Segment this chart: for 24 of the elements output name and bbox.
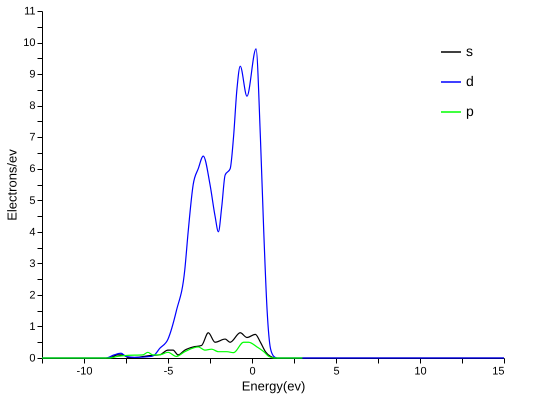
line-series (41, 342, 303, 359)
x-tick-label: -10 (76, 366, 92, 378)
y-tick-label: 7 (29, 132, 36, 144)
y-tick-label: 9 (29, 68, 36, 81)
y-tick-label: 3 (29, 258, 36, 270)
y-tick-label: 8 (29, 100, 36, 112)
y-tick-label: 11 (24, 6, 36, 18)
x-tick-label: 0 (249, 366, 256, 378)
x-tick-label: 5 (333, 366, 340, 378)
y-tick-label: 6 (29, 163, 36, 176)
y-tick-label: 0 (29, 352, 36, 364)
x-tick-label: 10 (414, 366, 427, 378)
x-tick-label: 15 (492, 366, 504, 378)
y-tick-label: 5 (29, 194, 36, 207)
x-tick-label: -5 (164, 366, 174, 378)
y-tick-label: 1 (29, 320, 36, 333)
legend-label: p (466, 103, 474, 119)
x-axis-title: Energy(ev) (242, 378, 306, 394)
y-axis-title: Electrons/ev (4, 148, 20, 221)
y-tick-label: 10 (23, 37, 36, 50)
legend-label: d (466, 73, 474, 89)
y-tick-label: 4 (29, 226, 36, 238)
y-tick-label: 2 (29, 289, 36, 302)
legend-label: s (466, 43, 473, 59)
